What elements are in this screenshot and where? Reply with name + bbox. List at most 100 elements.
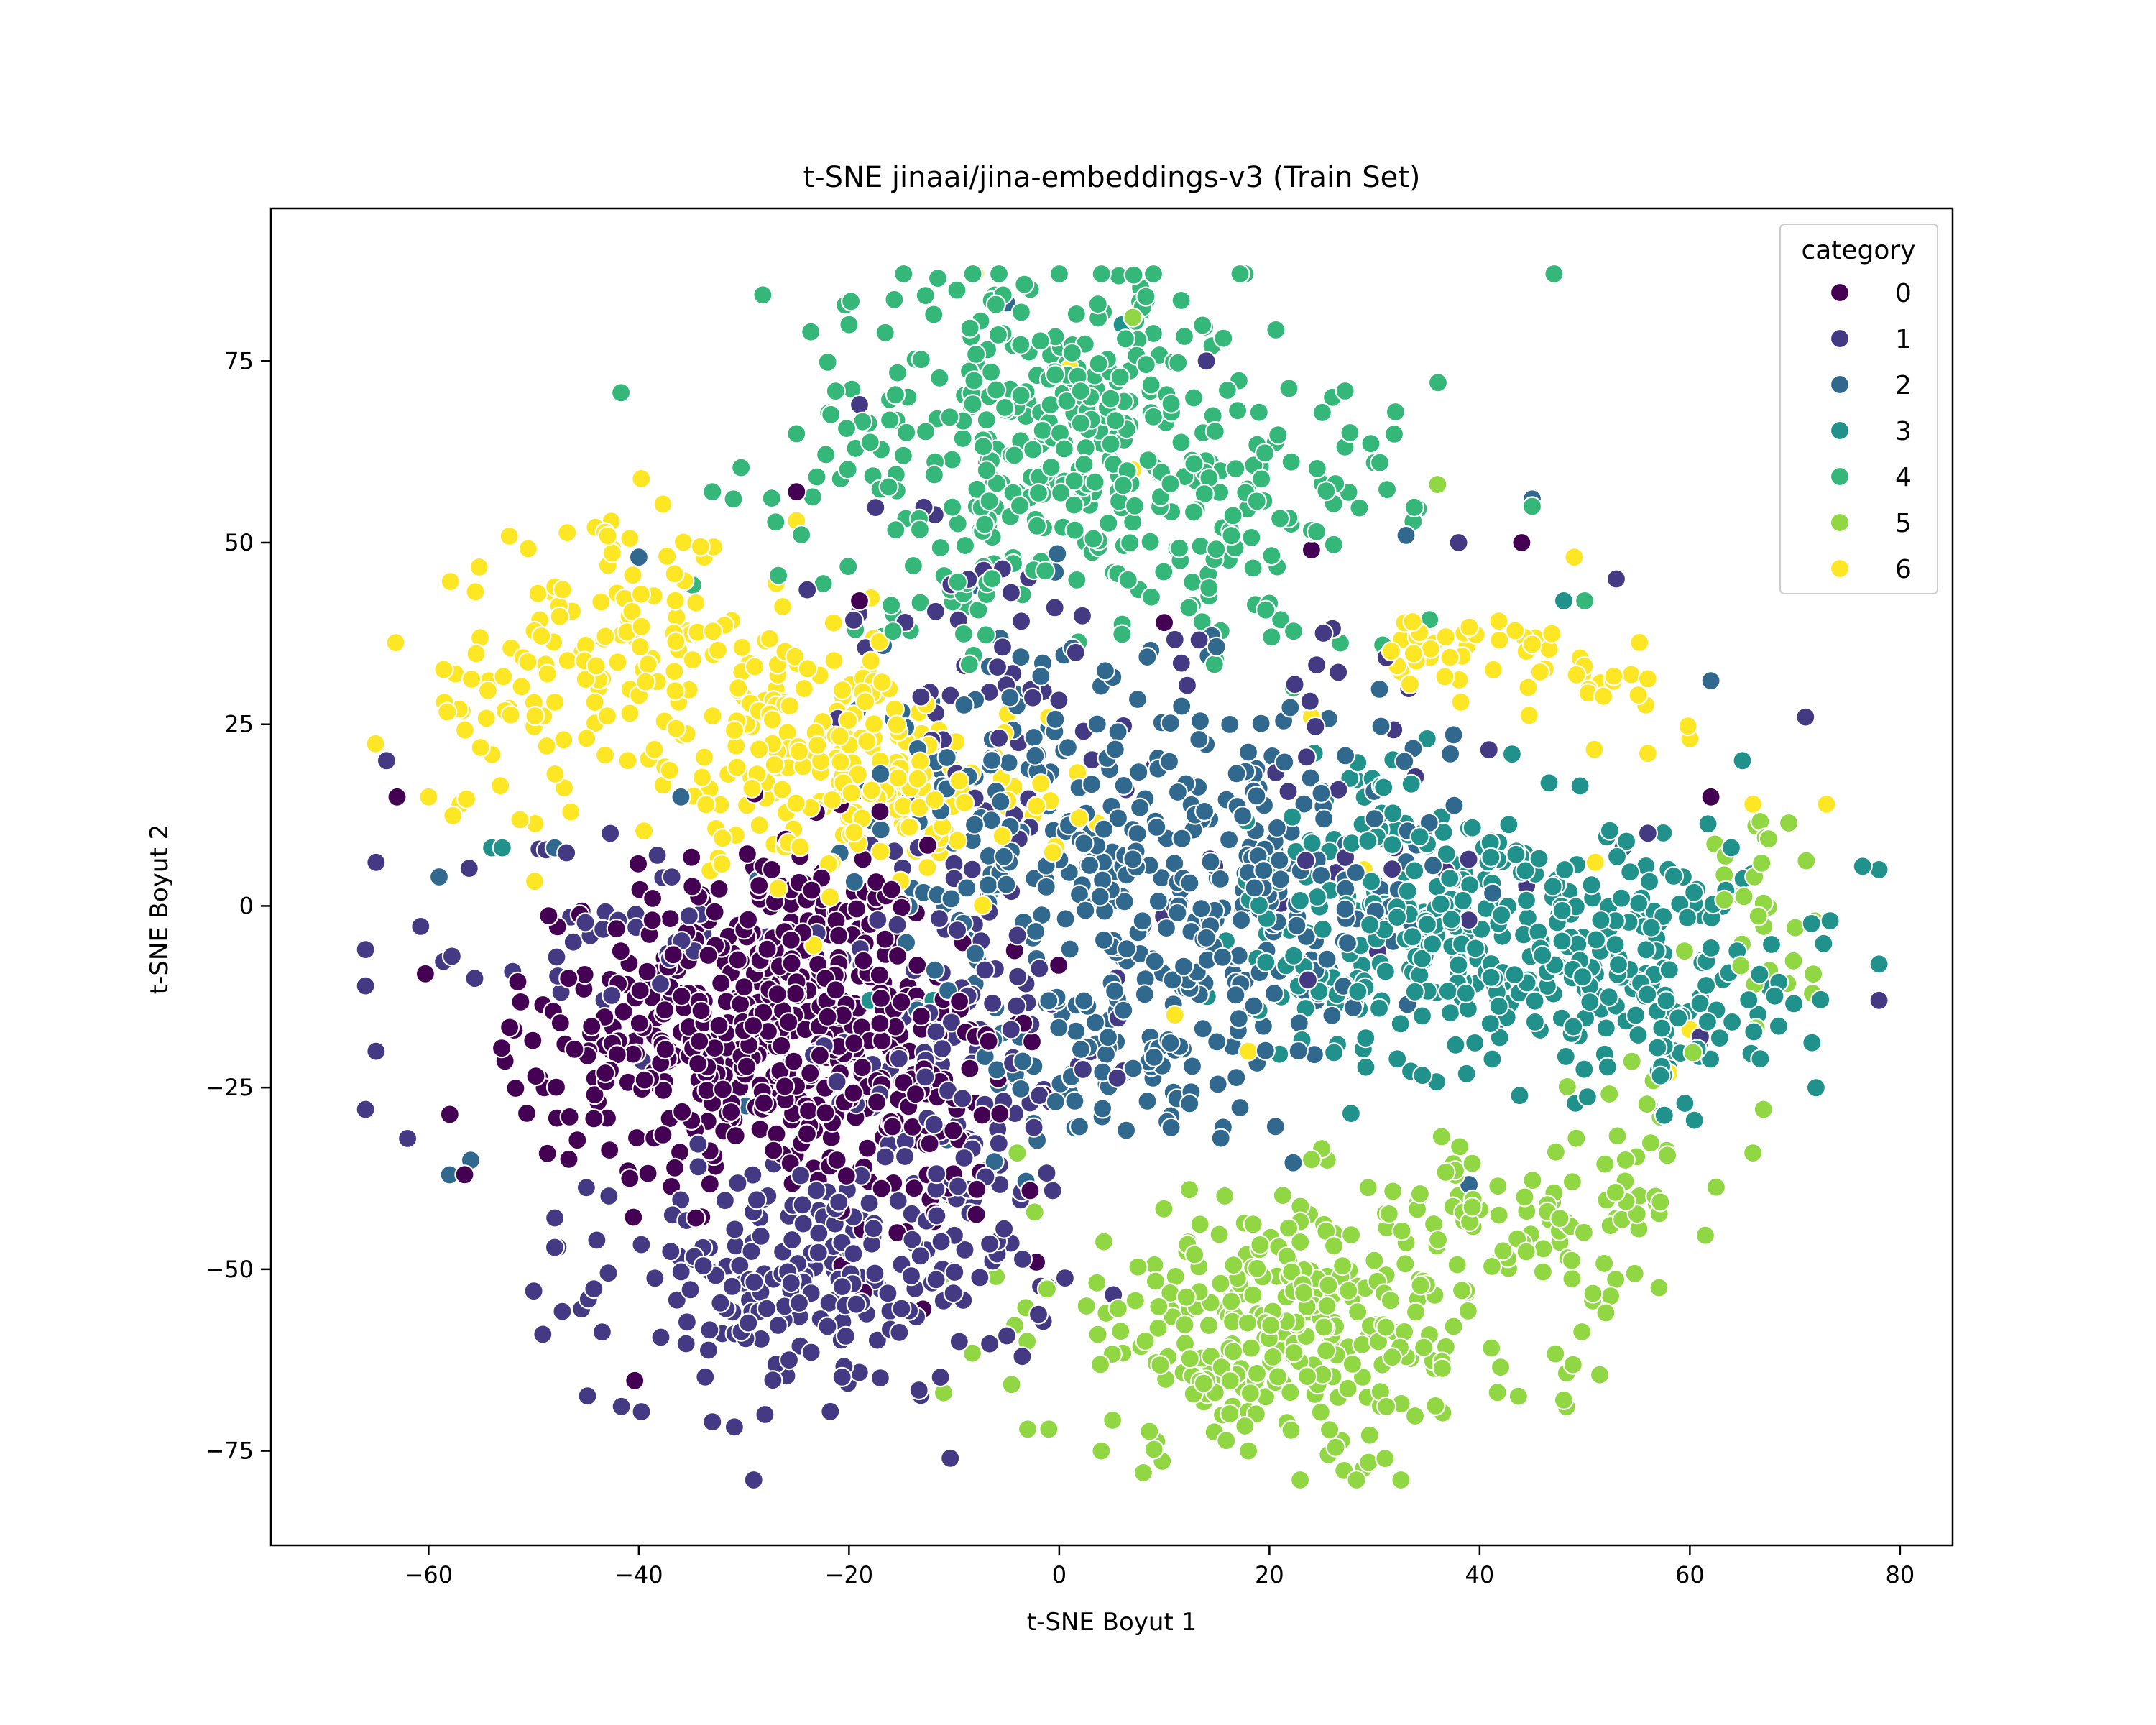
scatter-point-category-0	[584, 1084, 605, 1105]
scatter-point-category-0	[671, 1101, 693, 1122]
scatter-point-category-6	[854, 691, 876, 712]
scatter-point-category-4	[986, 380, 1007, 400]
scatter-point-category-4	[1070, 380, 1091, 402]
scatter-point-category-1	[602, 985, 622, 1006]
scatter-point-category-0	[857, 1138, 878, 1159]
scatter-point-category-1	[397, 1128, 418, 1149]
scatter-point-category-4	[1404, 497, 1425, 518]
scatter-point-category-4	[1041, 456, 1061, 478]
scatter-point-category-4	[1335, 380, 1355, 402]
y-axis-label: t-SNE Boyut 2	[145, 824, 174, 994]
scatter-point-category-2	[1286, 915, 1307, 936]
scatter-point-category-0	[767, 984, 788, 1005]
scatter-point-category-1	[843, 610, 865, 630]
scatter-point-category-0	[686, 1208, 706, 1228]
scatter-point-category-0	[800, 1063, 821, 1084]
legend-marker-3	[1829, 420, 1851, 441]
scatter-point-category-0	[990, 1103, 1010, 1124]
scatter-point-category-4	[923, 464, 945, 485]
scatter-point-category-2	[1369, 678, 1390, 700]
legend-marker-1	[1829, 328, 1851, 349]
scatter-point-category-0	[780, 929, 801, 950]
scatter-point-category-4	[1140, 531, 1161, 552]
scatter-point-category-6	[838, 710, 859, 731]
scatter-point-category-6	[724, 719, 745, 741]
scatter-point-category-0	[734, 976, 755, 998]
scatter-point-category-6	[456, 788, 477, 809]
scatter-point-category-4	[915, 421, 936, 442]
scatter-point-category-2	[1134, 984, 1155, 1005]
scatter-point-category-0	[1020, 1180, 1041, 1201]
y-tick-label: −25	[205, 1074, 254, 1101]
scatter-point-category-4	[1312, 402, 1333, 423]
scatter-point-category-4	[1376, 479, 1398, 500]
scatter-point-category-0	[630, 980, 650, 1001]
scatter-point-category-6	[500, 704, 521, 725]
legend-marker-4	[1829, 466, 1851, 487]
scatter-point-category-3	[1616, 831, 1637, 852]
scatter-point-category-6	[1489, 630, 1510, 650]
scatter-point-category-6	[561, 801, 581, 822]
scatter-point-category-3	[1820, 910, 1841, 932]
scatter-point-category-1	[1284, 674, 1305, 695]
scatter-point-category-6	[768, 878, 788, 899]
scatter-point-category-0	[778, 1012, 799, 1033]
scatter-point-category-2	[1025, 921, 1046, 942]
scatter-point-category-4	[941, 449, 962, 470]
scatter-point-category-4	[1316, 480, 1337, 502]
scatter-point-category-6	[656, 546, 678, 566]
scatter-point-category-3	[1720, 837, 1742, 858]
scatter-point-category-2	[870, 763, 891, 784]
scatter-point-category-1	[1458, 909, 1479, 931]
scatter-point-category-0	[891, 897, 912, 918]
scatter-point-category-1	[1328, 779, 1349, 800]
scatter-point-category-1	[988, 1133, 1009, 1154]
scatter-point-category-4	[1225, 458, 1246, 479]
scatter-point-category-4	[1100, 433, 1121, 454]
scatter-point-category-3	[1580, 992, 1600, 1013]
scatter-point-category-0	[737, 909, 759, 930]
scatter-point-category-4	[927, 268, 949, 289]
scatter-point-category-1	[693, 1255, 714, 1276]
scatter-point-category-5	[1325, 1437, 1346, 1458]
scatter-point-category-2	[1045, 1091, 1066, 1112]
scatter-point-category-2	[1095, 1044, 1117, 1064]
scatter-point-category-2	[1059, 939, 1080, 960]
scatter-point-category-5	[1358, 1452, 1379, 1473]
scatter-point-category-5	[1657, 1145, 1678, 1166]
scatter-point-category-6	[1164, 1004, 1185, 1026]
scatter-point-category-0	[567, 1130, 588, 1151]
scatter-point-category-2	[1164, 853, 1185, 874]
scatter-point-category-4	[1183, 387, 1204, 408]
scatter-point-category-6	[1420, 638, 1441, 659]
scatter-point-category-2	[1266, 817, 1288, 839]
scatter-point-category-4	[954, 535, 976, 556]
scatter-point-category-0	[849, 590, 870, 612]
scatter-point-category-1	[1049, 690, 1069, 711]
scatter-point-category-6	[712, 828, 733, 849]
scatter-point-category-5	[1038, 1419, 1059, 1440]
scatter-point-category-4	[1227, 400, 1248, 421]
scatter-point-category-5	[1599, 1083, 1620, 1105]
scatter-point-category-4	[1261, 545, 1282, 566]
scatter-point-category-1	[863, 1218, 884, 1239]
scatter-point-category-5	[1481, 1338, 1502, 1358]
scatter-point-category-6	[633, 821, 655, 842]
scatter-point-category-0	[510, 991, 531, 1013]
scatter-point-category-0	[753, 1002, 774, 1023]
scatter-point-category-1	[969, 1267, 990, 1288]
scatter-point-category-1	[793, 1213, 814, 1234]
scatter-point-category-2	[671, 786, 691, 807]
scatter-point-category-1	[544, 1208, 566, 1228]
scatter-point-category-2	[957, 878, 977, 898]
scatter-point-category-3	[1307, 886, 1328, 908]
scatter-point-category-1	[676, 1333, 696, 1354]
scatter-point-category-0	[627, 853, 649, 874]
scatter-point-category-1	[671, 1261, 691, 1282]
scatter-point-category-6	[493, 666, 514, 687]
scatter-point-category-5	[1650, 1192, 1671, 1213]
scatter-point-category-4	[880, 595, 902, 616]
scatter-point-category-5	[1516, 1241, 1537, 1262]
scatter-point-category-6	[807, 735, 828, 755]
scatter-point-category-6	[591, 592, 612, 612]
